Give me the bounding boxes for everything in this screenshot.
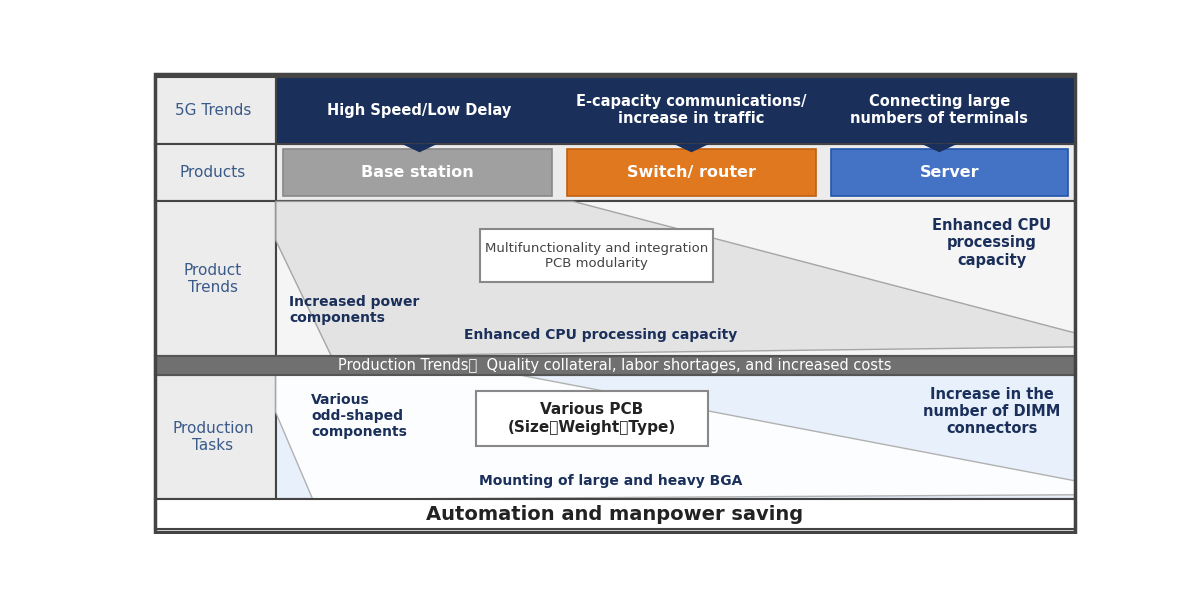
- FancyBboxPatch shape: [155, 499, 1075, 529]
- Text: Various
odd-shaped
components: Various odd-shaped components: [311, 393, 407, 439]
- FancyBboxPatch shape: [155, 202, 276, 356]
- FancyBboxPatch shape: [480, 229, 713, 282]
- Text: Switch/ router: Switch/ router: [626, 165, 756, 180]
- Text: Enhanced CPU
processing
capacity: Enhanced CPU processing capacity: [932, 218, 1051, 268]
- Text: High Speed/Low Delay: High Speed/Low Delay: [328, 103, 511, 118]
- Text: Multifunctionality and integration
PCB modularity: Multifunctionality and integration PCB m…: [485, 242, 708, 269]
- Text: 5G Trends: 5G Trends: [174, 103, 251, 118]
- FancyBboxPatch shape: [276, 143, 1075, 202]
- FancyBboxPatch shape: [276, 202, 1075, 356]
- Polygon shape: [922, 143, 958, 152]
- Text: Mounting of large and heavy BGA: Mounting of large and heavy BGA: [479, 474, 742, 488]
- Text: Production Trends：  Quality collateral, labor shortages, and increased costs: Production Trends： Quality collateral, l…: [338, 358, 892, 373]
- FancyBboxPatch shape: [276, 77, 1075, 143]
- FancyBboxPatch shape: [155, 77, 276, 143]
- FancyBboxPatch shape: [566, 149, 816, 196]
- Text: Server: Server: [919, 165, 979, 180]
- Text: Production
Tasks: Production Tasks: [172, 421, 253, 453]
- Text: Enhanced CPU processing capacity: Enhanced CPU processing capacity: [464, 328, 738, 343]
- Text: Base station: Base station: [361, 165, 474, 180]
- Text: Products: Products: [180, 165, 246, 180]
- Polygon shape: [276, 374, 1075, 499]
- FancyBboxPatch shape: [155, 374, 276, 499]
- FancyBboxPatch shape: [283, 149, 552, 196]
- Text: E-capacity communications/
increase in traffic: E-capacity communications/ increase in t…: [576, 94, 806, 127]
- FancyBboxPatch shape: [276, 374, 1075, 499]
- Text: Automation and manpower saving: Automation and manpower saving: [426, 505, 804, 524]
- FancyBboxPatch shape: [830, 149, 1068, 196]
- FancyBboxPatch shape: [475, 391, 708, 446]
- FancyBboxPatch shape: [155, 356, 1075, 374]
- Text: Product
Trends: Product Trends: [184, 263, 242, 295]
- Text: Connecting large
numbers of terminals: Connecting large numbers of terminals: [851, 94, 1028, 127]
- FancyBboxPatch shape: [155, 143, 276, 202]
- Polygon shape: [276, 202, 1075, 356]
- Polygon shape: [673, 143, 709, 152]
- Text: Increased power
components: Increased power components: [289, 295, 420, 325]
- Text: Various PCB
(Size・Weight・Type): Various PCB (Size・Weight・Type): [508, 402, 676, 434]
- Text: Increase in the
number of DIMM
connectors: Increase in the number of DIMM connector…: [923, 386, 1061, 436]
- Polygon shape: [402, 143, 437, 152]
